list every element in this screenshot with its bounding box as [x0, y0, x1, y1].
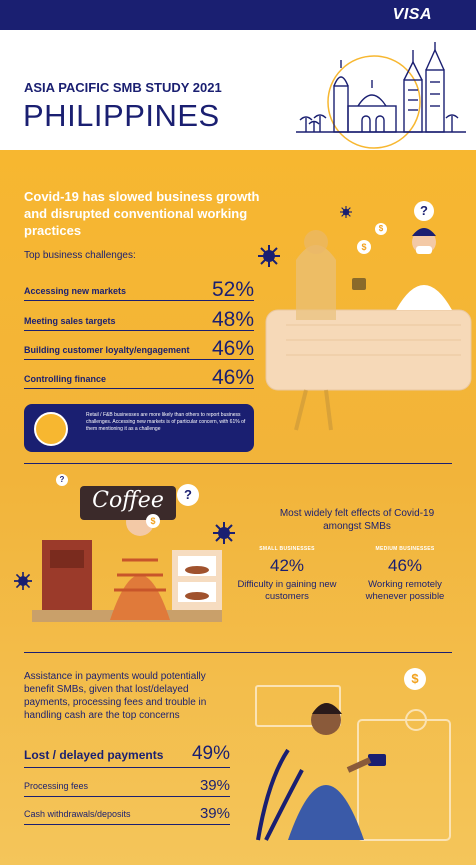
- concern-label: Processing fees: [24, 781, 89, 791]
- challenge-label: Accessing new markets: [24, 286, 127, 296]
- header: ASIA PACIFIC SMB STUDY 2021 PHILIPPINES: [0, 30, 476, 150]
- section-divider: [24, 463, 452, 464]
- coffee-sign: Coffee: [80, 486, 176, 520]
- question-icon: ?: [414, 201, 434, 221]
- concern-label: Cash withdrawals/deposits: [24, 809, 131, 819]
- concern-value: 49%: [191, 743, 230, 764]
- section-divider: [24, 652, 452, 653]
- payment-illustration: [255, 685, 451, 841]
- virus-icon: [14, 572, 32, 590]
- section1-title: Covid-19 has slowed business growth and …: [24, 189, 260, 238]
- virus-icon: [258, 245, 280, 267]
- manila-skyline-icon: [296, 42, 466, 149]
- concern-value: 39%: [199, 805, 230, 822]
- challenge-row: Accessing new markets 52%: [24, 272, 254, 301]
- concern-value: 39%: [199, 777, 230, 794]
- small-business-value: 42%: [269, 556, 305, 575]
- effects-title: Most widely felt effects of Covid-19 amo…: [279, 508, 435, 532]
- content-background: [0, 150, 476, 865]
- shopping-bags-icon: [34, 412, 68, 446]
- medium-business-value: 46%: [387, 556, 423, 575]
- challenge-label: Building customer loyalty/engagement: [24, 345, 190, 355]
- challenge-row: Building customer loyalty/engagement 46%: [24, 331, 254, 360]
- small-business-stat: SMALL BUSINESSES 42% Difficulty in gaini…: [232, 546, 342, 603]
- dollar-icon: $: [146, 514, 160, 528]
- medium-business-label: MEDIUM BUSINESSES: [375, 546, 435, 552]
- concern-row: Processing fees 39%: [24, 771, 230, 797]
- challenge-value: 52%: [211, 278, 254, 301]
- dollar-icon: $: [404, 668, 426, 690]
- concern-row: Cash withdrawals/deposits 39%: [24, 799, 230, 825]
- visa-logo: VISA: [392, 6, 432, 23]
- concern-label: Lost / delayed payments: [24, 748, 164, 762]
- small-business-label: SMALL BUSINESSES: [259, 546, 315, 552]
- shop-counter-illustration: [265, 228, 472, 431]
- challenge-value: 48%: [211, 308, 254, 331]
- country-title: PHILIPPINES: [23, 98, 220, 133]
- dollar-icon: $: [375, 223, 387, 235]
- medium-business-stat: MEDIUM BUSINESSES 46% Working remotely w…: [350, 546, 460, 603]
- challenge-row: Meeting sales targets 48%: [24, 302, 254, 331]
- payments-title: Assistance in payments would potentially…: [24, 671, 207, 721]
- question-icon: ?: [56, 474, 68, 486]
- retail-note-box: Retail / F&B businesses are more likely …: [24, 404, 254, 452]
- challenge-row: Controlling finance 46%: [24, 360, 254, 389]
- challenge-label: Controlling finance: [24, 374, 106, 384]
- virus-icon: [213, 522, 235, 544]
- retail-note-text: Retail / F&B businesses are more likely …: [86, 412, 246, 432]
- coffee-sign-text: Coffee: [92, 488, 164, 513]
- virus-icon: [340, 206, 352, 218]
- dollar-icon: $: [357, 240, 371, 254]
- challenge-value: 46%: [211, 337, 254, 360]
- study-title: ASIA PACIFIC SMB STUDY 2021: [24, 80, 222, 95]
- challenge-value: 46%: [211, 366, 254, 389]
- question-icon: ?: [177, 484, 199, 506]
- challenge-label: Meeting sales targets: [24, 316, 116, 326]
- small-business-desc: Difficulty in gaining new customers: [237, 579, 337, 602]
- top-bar: VISA: [0, 0, 476, 30]
- challenges-subtitle: Top business challenges:: [24, 250, 136, 261]
- concern-row: Lost / delayed payments 49%: [24, 742, 230, 768]
- medium-business-desc: Working remotely whenever possible: [365, 579, 445, 602]
